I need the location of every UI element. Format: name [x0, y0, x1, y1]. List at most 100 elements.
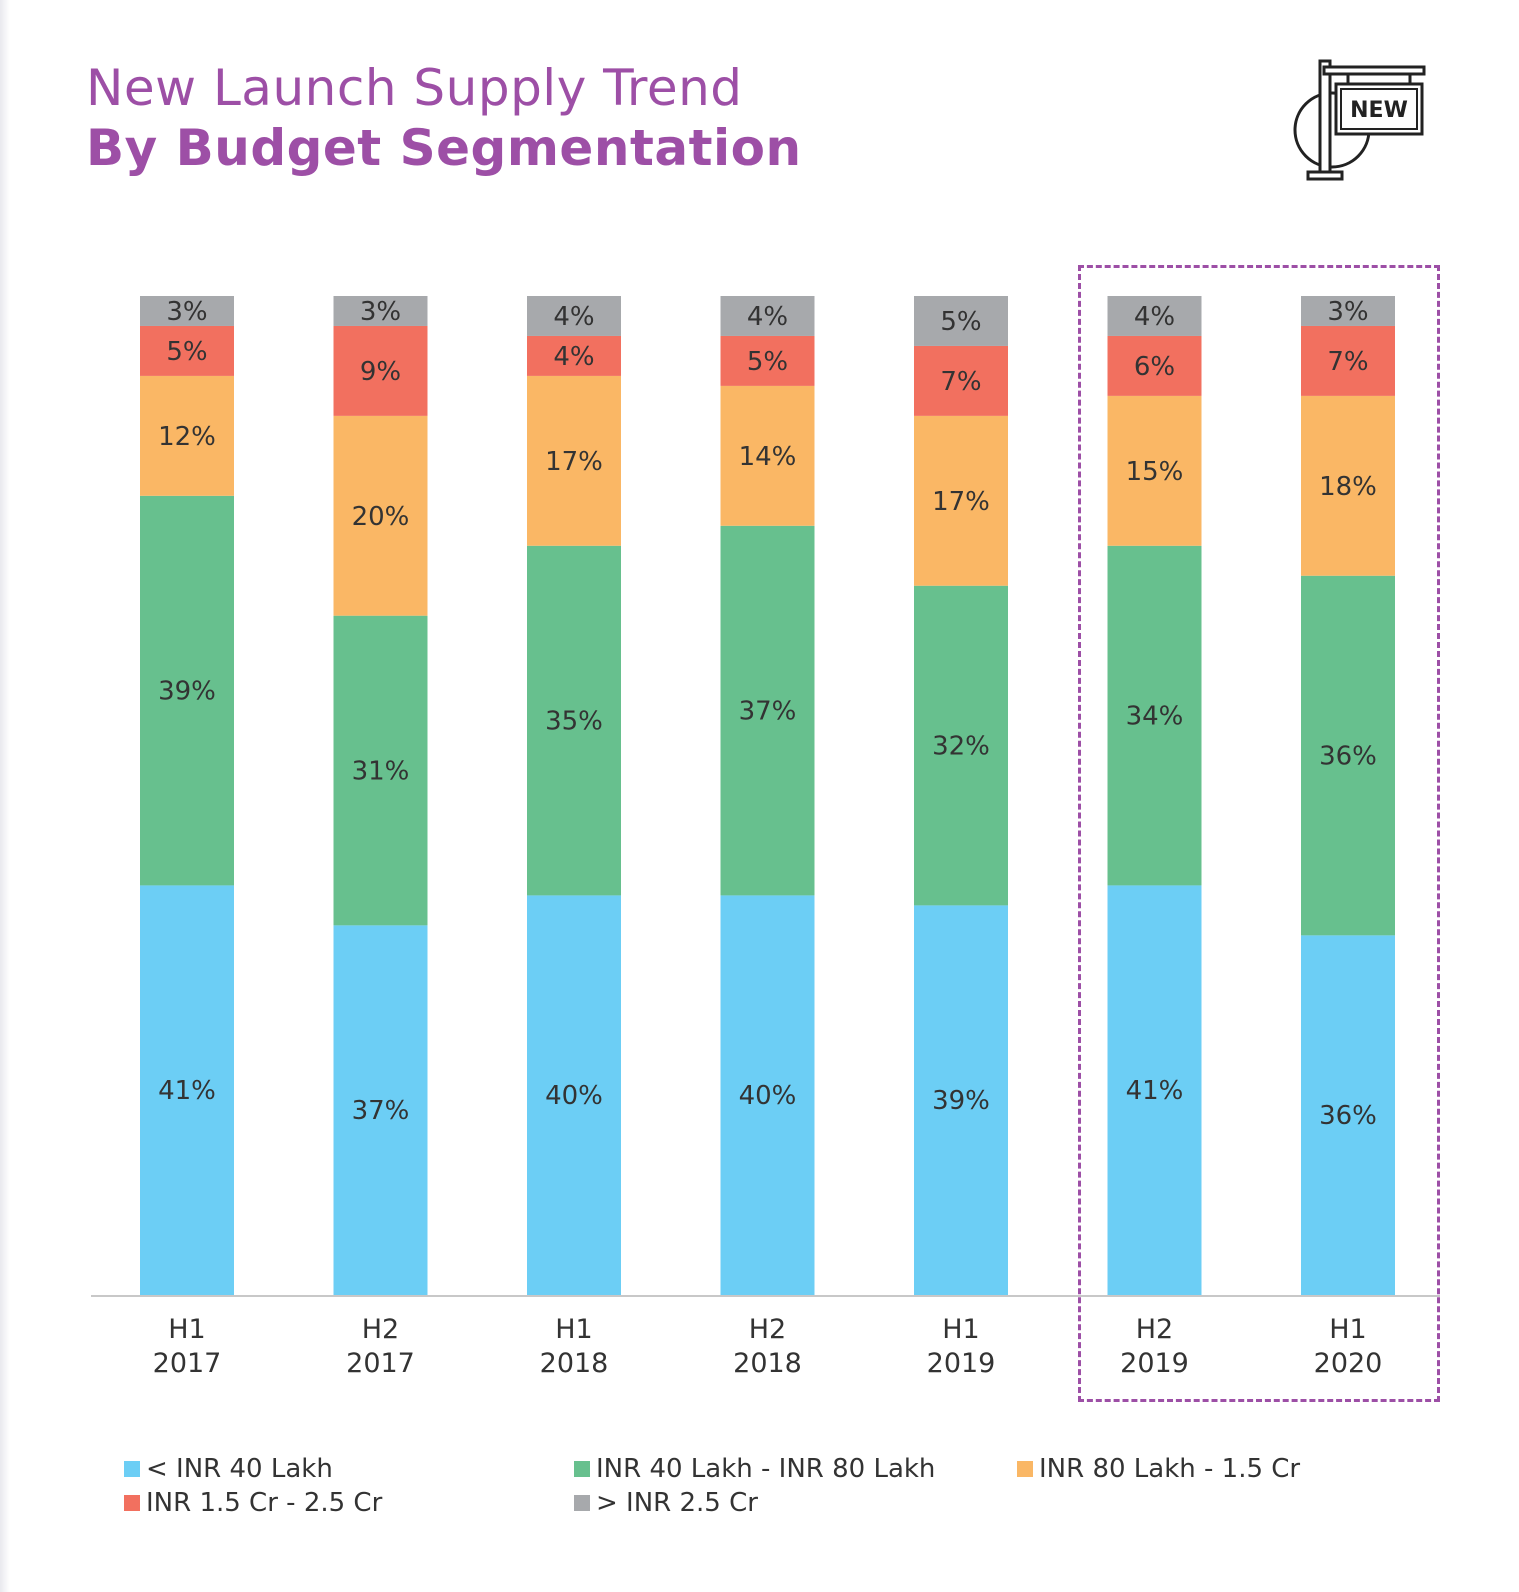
bar-segment — [527, 296, 621, 336]
legend-item: INR 80 Lakh - 1.5 Cr — [1017, 1454, 1300, 1484]
legend-item: INR 40 Lakh - INR 80 Lakh — [574, 1454, 935, 1484]
legend-label: < INR 40 Lakh — [146, 1454, 333, 1484]
data-label: 41% — [1126, 1076, 1184, 1106]
legend-swatch — [1017, 1461, 1033, 1477]
bar-segment — [1107, 296, 1202, 336]
data-label: 4% — [747, 302, 788, 332]
bar-segment — [720, 385, 815, 526]
bar-segment — [914, 585, 1008, 906]
x-tick-label: H1 — [555, 1314, 592, 1345]
bar-segment — [914, 345, 1008, 416]
legend-label: INR 40 Lakh - INR 80 Lakh — [596, 1454, 936, 1484]
data-label: 5% — [940, 307, 981, 337]
bar-segment — [140, 885, 234, 1295]
data-label: 37% — [739, 697, 797, 727]
new-sign-icon: NEW — [1293, 59, 1426, 181]
bar-segment — [720, 335, 815, 386]
bar-segment — [333, 296, 428, 326]
data-label: 4% — [553, 342, 594, 372]
bar-segment — [914, 905, 1008, 1295]
legend-item: > INR 2.5 Cr — [574, 1488, 758, 1518]
x-tick-label: 2020 — [1314, 1348, 1383, 1379]
data-label: 39% — [932, 1086, 990, 1116]
new-sign-label: NEW — [1350, 98, 1408, 123]
data-label: 36% — [1319, 742, 1377, 772]
bar-segment — [1301, 395, 1395, 576]
x-tick-label: H2 — [362, 1314, 399, 1345]
bar-segment — [1301, 575, 1395, 936]
data-label: 5% — [747, 347, 788, 377]
legend-label: INR 1.5 Cr - 2.5 Cr — [146, 1488, 383, 1518]
data-label: 4% — [1134, 302, 1175, 332]
legend-swatch — [124, 1495, 140, 1511]
bar-segment — [527, 375, 621, 546]
legend-swatch — [574, 1495, 590, 1511]
bar-segment — [333, 415, 428, 616]
data-label: 15% — [1126, 457, 1184, 487]
bar-segment — [1301, 935, 1395, 1295]
bar-segment — [1107, 545, 1202, 886]
data-label: 17% — [932, 487, 990, 517]
data-label: 7% — [940, 367, 981, 397]
bar-segment — [333, 615, 428, 926]
bar-segment — [140, 325, 234, 376]
legend-label: INR 80 Lakh - 1.5 Cr — [1039, 1454, 1301, 1484]
bar-segment — [140, 296, 234, 326]
x-tick-label: 2019 — [1120, 1348, 1189, 1379]
data-label: 7% — [1327, 347, 1368, 377]
data-label: 17% — [545, 447, 603, 477]
x-tick-label: H1 — [1329, 1314, 1366, 1345]
bar-segment — [527, 335, 621, 376]
legend-item: < INR 40 Lakh — [124, 1454, 333, 1484]
data-label: 18% — [1319, 472, 1377, 502]
legend-label: > INR 2.5 Cr — [596, 1488, 758, 1518]
legend-item: INR 1.5 Cr - 2.5 Cr — [124, 1488, 382, 1518]
data-label: 41% — [158, 1076, 216, 1106]
data-label: 31% — [352, 757, 410, 787]
x-tick-label: H2 — [1136, 1314, 1173, 1345]
x-tick-label: H1 — [168, 1314, 205, 1345]
data-label: 9% — [360, 357, 401, 387]
bar-segment — [914, 296, 1008, 346]
bar-segment — [1107, 335, 1202, 396]
bar-segment — [914, 415, 1008, 586]
bar-segment — [1301, 296, 1395, 326]
x-tick-label: 2017 — [153, 1348, 222, 1379]
data-label: 3% — [360, 297, 401, 327]
bar-segment — [1301, 325, 1395, 396]
data-label: 20% — [352, 502, 410, 532]
chart-title: New Launch Supply Trend By Budget Segmen… — [86, 58, 802, 178]
data-label: 3% — [1327, 297, 1368, 327]
data-label: 6% — [1134, 352, 1175, 382]
x-tick-label: 2019 — [927, 1348, 996, 1379]
x-tick-label: 2018 — [733, 1348, 802, 1379]
data-label: 39% — [158, 677, 216, 707]
bar-segment — [140, 375, 234, 496]
bar-segment — [720, 296, 815, 336]
data-label: 4% — [553, 302, 594, 332]
legend-swatch — [574, 1461, 590, 1477]
data-label: 32% — [932, 732, 990, 762]
data-label: 40% — [545, 1081, 603, 1111]
data-label: 3% — [166, 297, 207, 327]
data-label: 40% — [739, 1081, 797, 1111]
bar-segment — [527, 545, 621, 896]
data-label: 12% — [158, 422, 216, 452]
data-label: 34% — [1126, 702, 1184, 732]
title-line-1: New Launch Supply Trend — [86, 59, 743, 117]
bar-segment — [720, 895, 815, 1295]
bar-segment — [527, 895, 621, 1295]
data-label: 36% — [1319, 1101, 1377, 1131]
data-label: 5% — [166, 337, 207, 367]
page-edge-shadow — [0, 0, 10, 1592]
bar-segment — [140, 495, 234, 886]
x-tick-label: 2017 — [346, 1348, 415, 1379]
chart-legend: < INR 40 Lakh INR 40 Lakh - INR 80 Lakh IN… — [124, 1454, 1424, 1534]
legend-swatch — [124, 1461, 140, 1477]
data-label: 37% — [352, 1096, 410, 1126]
x-tick-label: H2 — [749, 1314, 786, 1345]
data-label: 14% — [739, 442, 797, 472]
x-tick-label: 2018 — [540, 1348, 609, 1379]
